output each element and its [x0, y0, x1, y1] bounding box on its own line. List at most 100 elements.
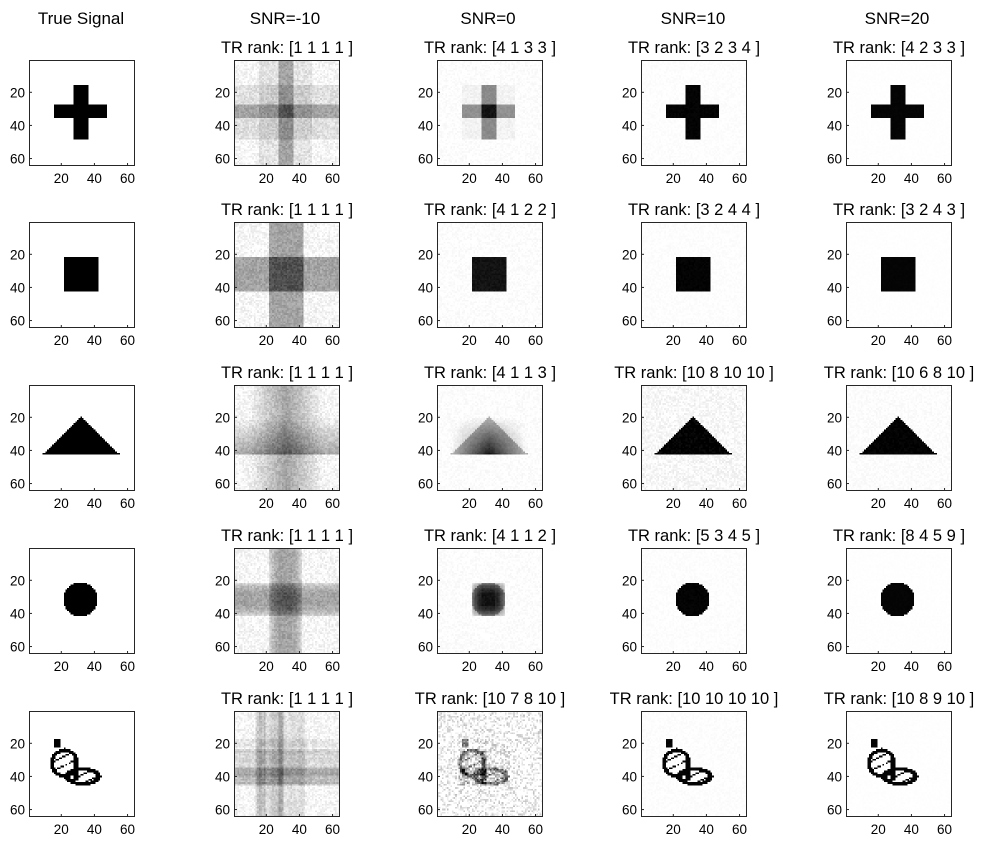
- heatmap-image: [437, 548, 543, 654]
- x-tick-label: 60: [732, 659, 747, 674]
- x-tick-label: 40: [699, 171, 714, 186]
- panel-r1-c1: 20 40 60 20 40 60: [10, 60, 135, 186]
- axes-box: [846, 385, 952, 491]
- y-tick-label: 60: [418, 152, 433, 167]
- x-tick-label: 60: [120, 171, 135, 186]
- y-tick-label: 60: [622, 314, 637, 329]
- y-tick-label: 20: [418, 85, 433, 100]
- y-tick-label: 40: [10, 606, 25, 621]
- y-tick-label: 20: [10, 573, 25, 588]
- rank-label: TR rank: [4 1 1 2 ]: [424, 527, 556, 545]
- panel-r1-c2: 20 40 60 20 40 60 TR rank: [1 1 1 1 ]: [215, 39, 353, 186]
- y-tick-label: 40: [215, 443, 230, 458]
- y-tick-label: 20: [827, 736, 842, 751]
- axes-box: [437, 385, 543, 491]
- x-tick-label: 20: [54, 496, 69, 511]
- x-tick-label: 20: [259, 822, 274, 837]
- x-tick-label: 40: [904, 171, 919, 186]
- axes-box: [846, 60, 952, 166]
- x-tick-label: 60: [937, 333, 952, 348]
- heatmap-image: [234, 548, 340, 654]
- x-tick-label: 40: [495, 822, 510, 837]
- panel-r1-c5: 20 40 60 20 40 60 TR rank: [4 2 3 3 ]: [827, 39, 965, 186]
- panel-r4-c5: 20 40 60 20 40 60 TR rank: [8 4 5 9 ]: [827, 527, 965, 674]
- x-tick-label: 40: [495, 659, 510, 674]
- y-tick-label: 60: [827, 477, 842, 492]
- y-tick-label: 20: [827, 573, 842, 588]
- heatmap-image: [437, 60, 543, 166]
- y-tick-label: 60: [827, 152, 842, 167]
- y-tick-label: 20: [622, 736, 637, 751]
- y-tick-label: 20: [215, 247, 230, 262]
- rank-label: TR rank: [4 1 3 3 ]: [424, 39, 556, 57]
- y-tick-label: 40: [10, 118, 25, 133]
- y-tick-label: 20: [215, 736, 230, 751]
- heatmap-image: [29, 711, 135, 817]
- column-title-snr-10: SNR=10: [661, 9, 726, 28]
- x-tick-label: 40: [87, 822, 102, 837]
- axes-box: [234, 222, 340, 328]
- x-tick-label: 40: [904, 659, 919, 674]
- panel-r5-c4: 20 40 60 20 40 60 TR rank: [10 10 10 10 ]: [610, 690, 779, 837]
- panel-r4-c4: 20 40 60 20 40 60 TR rank: [5 3 4 5 ]: [622, 527, 760, 674]
- x-tick-label: 60: [120, 659, 135, 674]
- heatmap-image: [641, 222, 747, 328]
- x-tick-label: 20: [666, 333, 681, 348]
- x-tick-label: 40: [699, 659, 714, 674]
- axes-box: [29, 222, 135, 328]
- rank-label: TR rank: [5 3 4 5 ]: [628, 527, 760, 545]
- y-tick-label: 20: [622, 573, 637, 588]
- x-tick-label: 40: [495, 333, 510, 348]
- x-tick-label: 40: [699, 496, 714, 511]
- panel-r3-c4: 20 40 60 20 40 60 TR rank: [10 8 10 10 ]: [614, 364, 774, 511]
- panel-r5-c2: 20 40 60 20 40 60 TR rank: [1 1 1 1 ]: [215, 690, 353, 837]
- axes-box: [641, 711, 747, 817]
- x-tick-label: 40: [87, 659, 102, 674]
- panel-r3-c3: 20 40 60 20 40 60 TR rank: [4 1 1 3 ]: [418, 364, 556, 511]
- column-title-snr-minus10: SNR=-10: [250, 9, 320, 28]
- heatmap-image: [437, 711, 543, 817]
- heatmap-image: [437, 222, 543, 328]
- x-tick-label: 60: [732, 496, 747, 511]
- y-tick-label: 60: [622, 640, 637, 655]
- axes-box: [234, 711, 340, 817]
- x-tick-label: 60: [528, 496, 543, 511]
- x-tick-label: 20: [462, 659, 477, 674]
- y-tick-label: 40: [827, 443, 842, 458]
- x-tick-label: 20: [871, 333, 886, 348]
- heatmap-image: [641, 711, 747, 817]
- y-tick-label: 60: [622, 803, 637, 818]
- x-tick-label: 60: [732, 171, 747, 186]
- x-tick-label: 20: [54, 659, 69, 674]
- x-tick-label: 40: [87, 171, 102, 186]
- y-tick-label: 20: [215, 573, 230, 588]
- y-tick-label: 60: [418, 803, 433, 818]
- x-tick-label: 60: [937, 659, 952, 674]
- y-tick-label: 40: [622, 118, 637, 133]
- heatmap-image: [846, 60, 952, 166]
- panel-r4-c2: 20 40 60 20 40 60 TR rank: [1 1 1 1 ]: [215, 527, 353, 674]
- x-tick-label: 40: [87, 496, 102, 511]
- rank-label: TR rank: [3 2 4 3 ]: [833, 201, 965, 219]
- panel-r3-c1: 20 40 60 20 40 60: [10, 385, 135, 511]
- x-tick-label: 20: [666, 171, 681, 186]
- rank-label: TR rank: [1 1 1 1 ]: [221, 690, 353, 708]
- axes-box: [641, 60, 747, 166]
- x-tick-label: 40: [292, 333, 307, 348]
- x-tick-label: 20: [259, 171, 274, 186]
- axes-box: [234, 385, 340, 491]
- heatmap-image: [29, 222, 135, 328]
- panel-r2-c2: 20 40 60 20 40 60 TR rank: [1 1 1 1 ]: [215, 201, 353, 348]
- column-title-snr-20: SNR=20: [865, 9, 930, 28]
- panel-r1-c3: 20 40 60 20 40 60 TR rank: [4 1 3 3 ]: [418, 39, 556, 186]
- x-tick-label: 40: [87, 333, 102, 348]
- x-tick-label: 40: [495, 496, 510, 511]
- x-tick-label: 60: [325, 171, 340, 186]
- y-tick-label: 40: [418, 606, 433, 621]
- axes-box: [437, 548, 543, 654]
- x-tick-label: 20: [462, 333, 477, 348]
- x-tick-label: 40: [292, 659, 307, 674]
- x-tick-label: 60: [120, 496, 135, 511]
- y-tick-label: 60: [215, 477, 230, 492]
- y-tick-label: 60: [10, 640, 25, 655]
